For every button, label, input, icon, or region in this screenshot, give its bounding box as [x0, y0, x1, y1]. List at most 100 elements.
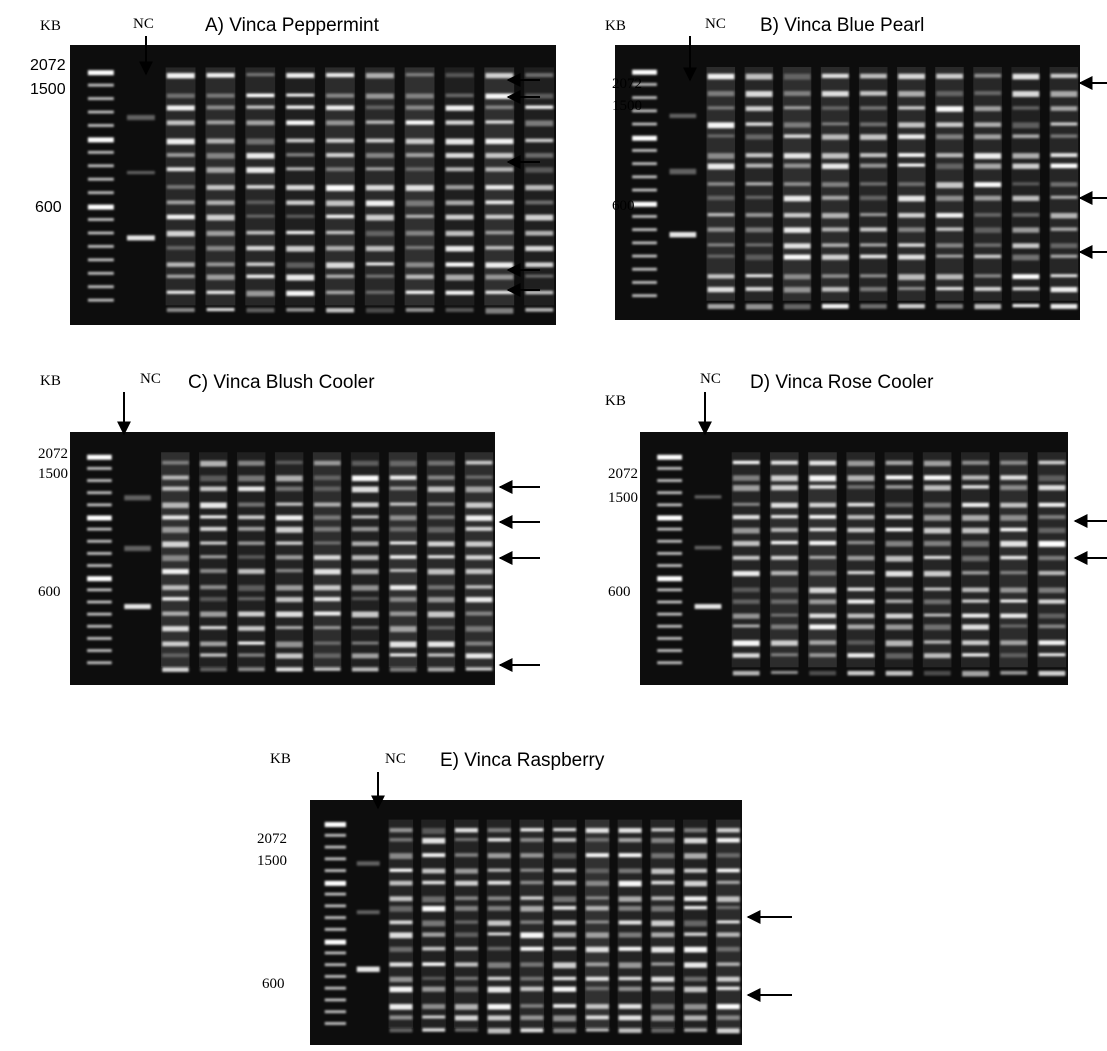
ladder-band	[87, 204, 114, 210]
sample-band	[669, 232, 697, 238]
sample-band	[166, 262, 195, 267]
sample-band	[860, 195, 887, 201]
sample-band	[427, 515, 455, 520]
sample-band	[821, 163, 849, 169]
sample-band	[1012, 163, 1040, 169]
sample-band	[389, 906, 413, 912]
gel-panel	[640, 432, 1068, 685]
ladder-band	[657, 479, 683, 483]
sample-band	[465, 653, 493, 659]
sample-band	[465, 475, 493, 479]
sample-band	[276, 611, 303, 618]
sample-band	[885, 502, 913, 508]
sample-band	[445, 185, 474, 190]
sample-band	[860, 134, 887, 140]
sample-band	[684, 1015, 707, 1021]
sample-band	[885, 599, 913, 604]
sample-band	[771, 670, 798, 675]
sample-band	[487, 920, 511, 926]
ladder-band	[87, 177, 114, 181]
sample-band	[732, 514, 760, 520]
sample-band	[651, 1015, 675, 1022]
sample-band	[454, 837, 478, 842]
ladder-band	[324, 892, 346, 896]
sample-band	[809, 624, 837, 630]
sample-band	[276, 653, 303, 659]
sample-band	[771, 475, 798, 482]
size-marker: 1500	[257, 853, 287, 869]
sample-band	[974, 212, 1002, 217]
sample-band	[1038, 514, 1066, 520]
sample-band	[445, 152, 474, 158]
sample-band	[389, 880, 413, 886]
sample-band	[923, 460, 951, 467]
sample-band	[962, 624, 989, 630]
sample-band	[885, 653, 913, 659]
sample-band	[487, 932, 511, 936]
sample-band	[651, 932, 675, 938]
sample-band	[618, 986, 642, 992]
ladder-band	[324, 974, 346, 978]
sample-band	[618, 946, 642, 951]
sample-band	[1050, 91, 1078, 97]
sample-band	[313, 475, 341, 481]
sample-band	[618, 853, 642, 858]
sample-band	[286, 138, 315, 143]
sample-band	[286, 262, 315, 269]
sample-band	[618, 1015, 642, 1021]
sample-band	[351, 541, 379, 546]
sample-band	[847, 475, 875, 481]
sample-band	[200, 585, 227, 590]
sample-band	[771, 599, 798, 604]
sample-band	[206, 230, 235, 236]
sample-band	[936, 73, 963, 79]
sample-band	[445, 230, 474, 237]
sample-band	[465, 667, 493, 671]
sample-band	[326, 262, 355, 269]
sample-band	[684, 920, 707, 927]
sample-band	[487, 976, 511, 981]
sample-band	[445, 105, 474, 111]
sample-band	[238, 541, 265, 545]
sample-band	[166, 185, 195, 189]
sample-band	[246, 262, 275, 267]
sample-band	[166, 245, 195, 250]
ladder-band	[632, 188, 657, 192]
sample-band	[1000, 485, 1028, 491]
sample-band	[365, 93, 394, 99]
ladder-band	[324, 963, 346, 967]
sample-band	[166, 120, 195, 126]
sample-band	[126, 235, 155, 241]
sample-band	[716, 946, 740, 952]
sample-band	[1000, 587, 1028, 593]
sample-band	[389, 1015, 413, 1020]
sample-band	[821, 254, 849, 260]
sample-band	[585, 986, 609, 991]
sample-band	[585, 896, 609, 900]
sample-band	[520, 932, 544, 939]
ladder-band	[87, 600, 112, 604]
sample-band	[923, 670, 951, 676]
ladder-band	[324, 822, 346, 828]
sample-band	[974, 182, 1002, 188]
sample-band	[1038, 540, 1066, 547]
sample-band	[389, 976, 413, 983]
sample-band	[885, 555, 913, 562]
sample-band	[465, 641, 493, 646]
size-marker: 600	[262, 976, 285, 992]
sample-band	[771, 485, 798, 491]
ladder-band	[87, 636, 112, 640]
sample-band	[389, 611, 417, 617]
sample-band	[1000, 670, 1028, 675]
sample-band	[1038, 555, 1066, 561]
sample-band	[276, 460, 303, 465]
sample-band	[962, 587, 989, 593]
sample-band	[1012, 212, 1040, 217]
sample-band	[356, 966, 380, 972]
sample-band	[124, 545, 151, 552]
sample-band	[1000, 475, 1028, 480]
sample-band	[962, 475, 989, 480]
sample-band	[707, 287, 735, 293]
sample-band	[389, 653, 417, 657]
sample-band	[1000, 540, 1028, 547]
